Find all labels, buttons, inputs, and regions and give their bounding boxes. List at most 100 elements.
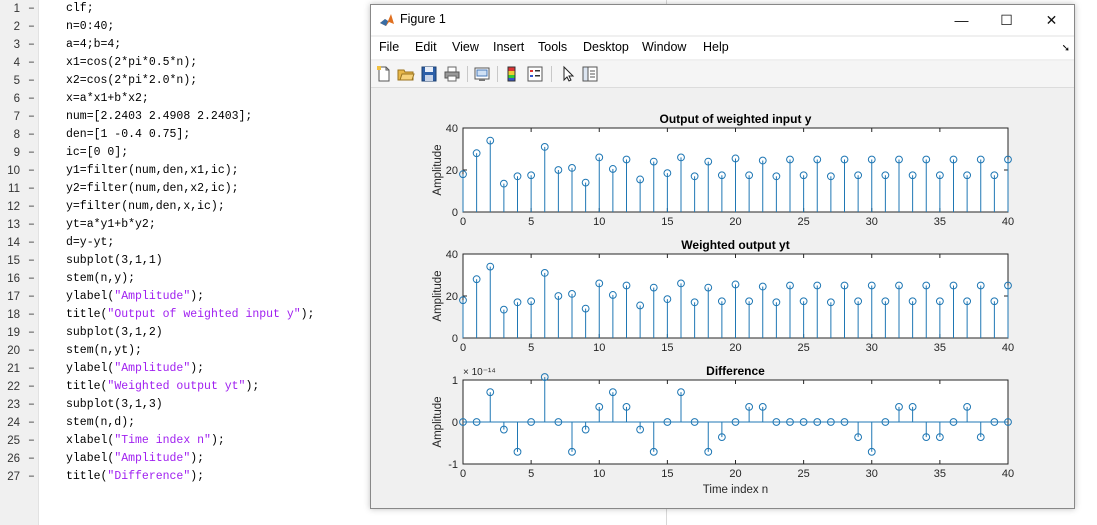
stem-marker[interactable]: [568, 164, 576, 172]
figure-titlebar[interactable]: Figure 1 — ☐ ✕: [371, 5, 1074, 35]
code-text[interactable]: subplot(3,1,1): [66, 252, 163, 270]
stem-marker[interactable]: [731, 154, 740, 163]
stem-marker[interactable]: [895, 402, 903, 411]
stem-marker[interactable]: [867, 447, 876, 456]
breakpoint-dash[interactable]: –: [28, 308, 35, 321]
stem-marker[interactable]: [540, 373, 549, 381]
breakpoint-dash[interactable]: –: [28, 236, 35, 249]
stem-marker[interactable]: [717, 297, 726, 306]
code-text[interactable]: ylabel("Amplitude");: [66, 450, 204, 468]
stem-marker[interactable]: [677, 153, 685, 162]
breakpoint-dash[interactable]: –: [28, 146, 35, 159]
stem-marker[interactable]: [895, 281, 903, 290]
stem-marker[interactable]: [758, 282, 767, 291]
code-text[interactable]: den=[1 -0.4 0.75];: [66, 126, 190, 144]
stem-marker[interactable]: [731, 418, 740, 426]
breakpoint-dash[interactable]: –: [28, 470, 35, 483]
stem-marker[interactable]: [990, 418, 999, 426]
stem-marker[interactable]: [758, 402, 767, 411]
stem-marker[interactable]: [595, 279, 604, 288]
stem-marker[interactable]: [786, 155, 794, 164]
stem-marker[interactable]: [745, 297, 754, 306]
print-icon[interactable]: [443, 65, 461, 83]
stem-marker[interactable]: [963, 171, 972, 180]
breakpoint-dash[interactable]: –: [28, 74, 35, 87]
stem-marker[interactable]: [963, 402, 972, 411]
stem-marker[interactable]: [663, 418, 672, 426]
stem-marker[interactable]: [608, 291, 617, 299]
stem-marker[interactable]: [649, 283, 658, 292]
stem-marker[interactable]: [935, 433, 944, 442]
save-icon[interactable]: [420, 65, 438, 83]
stem-marker[interactable]: [636, 175, 645, 184]
stem-marker[interactable]: [527, 297, 536, 306]
code-text[interactable]: ylabel("Amplitude");: [66, 360, 204, 378]
menu-insert[interactable]: Insert: [493, 40, 525, 54]
breakpoint-dash[interactable]: –: [28, 254, 35, 267]
breakpoint-dash[interactable]: –: [28, 92, 35, 105]
stem-marker[interactable]: [568, 447, 576, 456]
code-text[interactable]: a=4;b=4;: [66, 36, 121, 54]
stem-marker[interactable]: [799, 171, 808, 180]
stem-marker[interactable]: [949, 281, 958, 290]
stem-marker[interactable]: [908, 297, 917, 306]
stem-marker[interactable]: [459, 170, 467, 179]
stem-marker[interactable]: [908, 171, 917, 180]
breakpoint-dash[interactable]: –: [28, 218, 35, 231]
pointer-icon[interactable]: [559, 65, 577, 83]
stem-marker[interactable]: [799, 297, 808, 306]
stem-marker[interactable]: [745, 402, 754, 411]
figure-window[interactable]: Figure 1 — ☐ ✕ File Edit View Insert Too…: [370, 4, 1075, 509]
breakpoint-dash[interactable]: –: [28, 434, 35, 447]
stem-marker[interactable]: [813, 155, 822, 164]
stem-marker[interactable]: [935, 171, 944, 180]
breakpoint-dash[interactable]: –: [28, 56, 35, 69]
breakpoint-dash[interactable]: –: [28, 326, 35, 339]
stem-marker[interactable]: [513, 298, 522, 307]
stem-marker[interactable]: [499, 179, 508, 188]
stem-marker[interactable]: [826, 418, 835, 426]
breakpoint-dash[interactable]: –: [28, 164, 35, 177]
stem-marker[interactable]: [622, 155, 631, 164]
stem-marker[interactable]: [704, 447, 713, 456]
code-text[interactable]: y=filter(num,den,x,ic);: [66, 198, 225, 216]
code-text[interactable]: x=a*x1+b*x2;: [66, 90, 149, 108]
stem-marker[interactable]: [854, 433, 863, 442]
menu-file[interactable]: File: [379, 40, 400, 54]
stem-marker[interactable]: [840, 281, 849, 290]
stem-marker[interactable]: [622, 281, 631, 290]
stem-marker[interactable]: [690, 298, 699, 307]
stem-marker[interactable]: [568, 290, 576, 298]
code-text[interactable]: x2=cos(2*pi*2.0*n);: [66, 72, 197, 90]
code-text[interactable]: title("Difference");: [66, 468, 204, 486]
stem-marker[interactable]: [826, 298, 835, 307]
code-text[interactable]: n=0:40;: [66, 18, 114, 36]
stem-marker[interactable]: [622, 402, 631, 411]
stem-marker[interactable]: [963, 297, 972, 306]
stem-marker[interactable]: [581, 178, 590, 187]
stem-marker[interactable]: [935, 297, 944, 306]
stem-marker[interactable]: [649, 157, 658, 166]
breakpoint-dash[interactable]: –: [28, 416, 35, 429]
stem-marker[interactable]: [990, 171, 999, 180]
stem-marker[interactable]: [704, 157, 713, 166]
stem-marker[interactable]: [1004, 418, 1012, 426]
code-text[interactable]: d=y-yt;: [66, 234, 114, 252]
code-text[interactable]: ylabel("Amplitude");: [66, 288, 204, 306]
stem-marker[interactable]: [772, 172, 781, 181]
code-text[interactable]: subplot(3,1,3): [66, 396, 163, 414]
breakpoint-dash[interactable]: –: [28, 398, 35, 411]
stem-marker[interactable]: [513, 447, 522, 456]
code-text[interactable]: stem(n,yt);: [66, 342, 142, 360]
code-text[interactable]: x1=cos(2*pi*0.5*n);: [66, 54, 197, 72]
stem-marker[interactable]: [608, 388, 617, 397]
stem-marker[interactable]: [826, 172, 835, 181]
stem-marker[interactable]: [867, 281, 876, 290]
menu-edit[interactable]: Edit: [415, 40, 437, 54]
stem-marker[interactable]: [867, 155, 876, 164]
stem-marker[interactable]: [908, 402, 917, 411]
code-text[interactable]: y2=filter(num,den,x2,ic);: [66, 180, 239, 198]
stem-marker[interactable]: [704, 283, 713, 292]
stem-marker[interactable]: [527, 171, 536, 180]
